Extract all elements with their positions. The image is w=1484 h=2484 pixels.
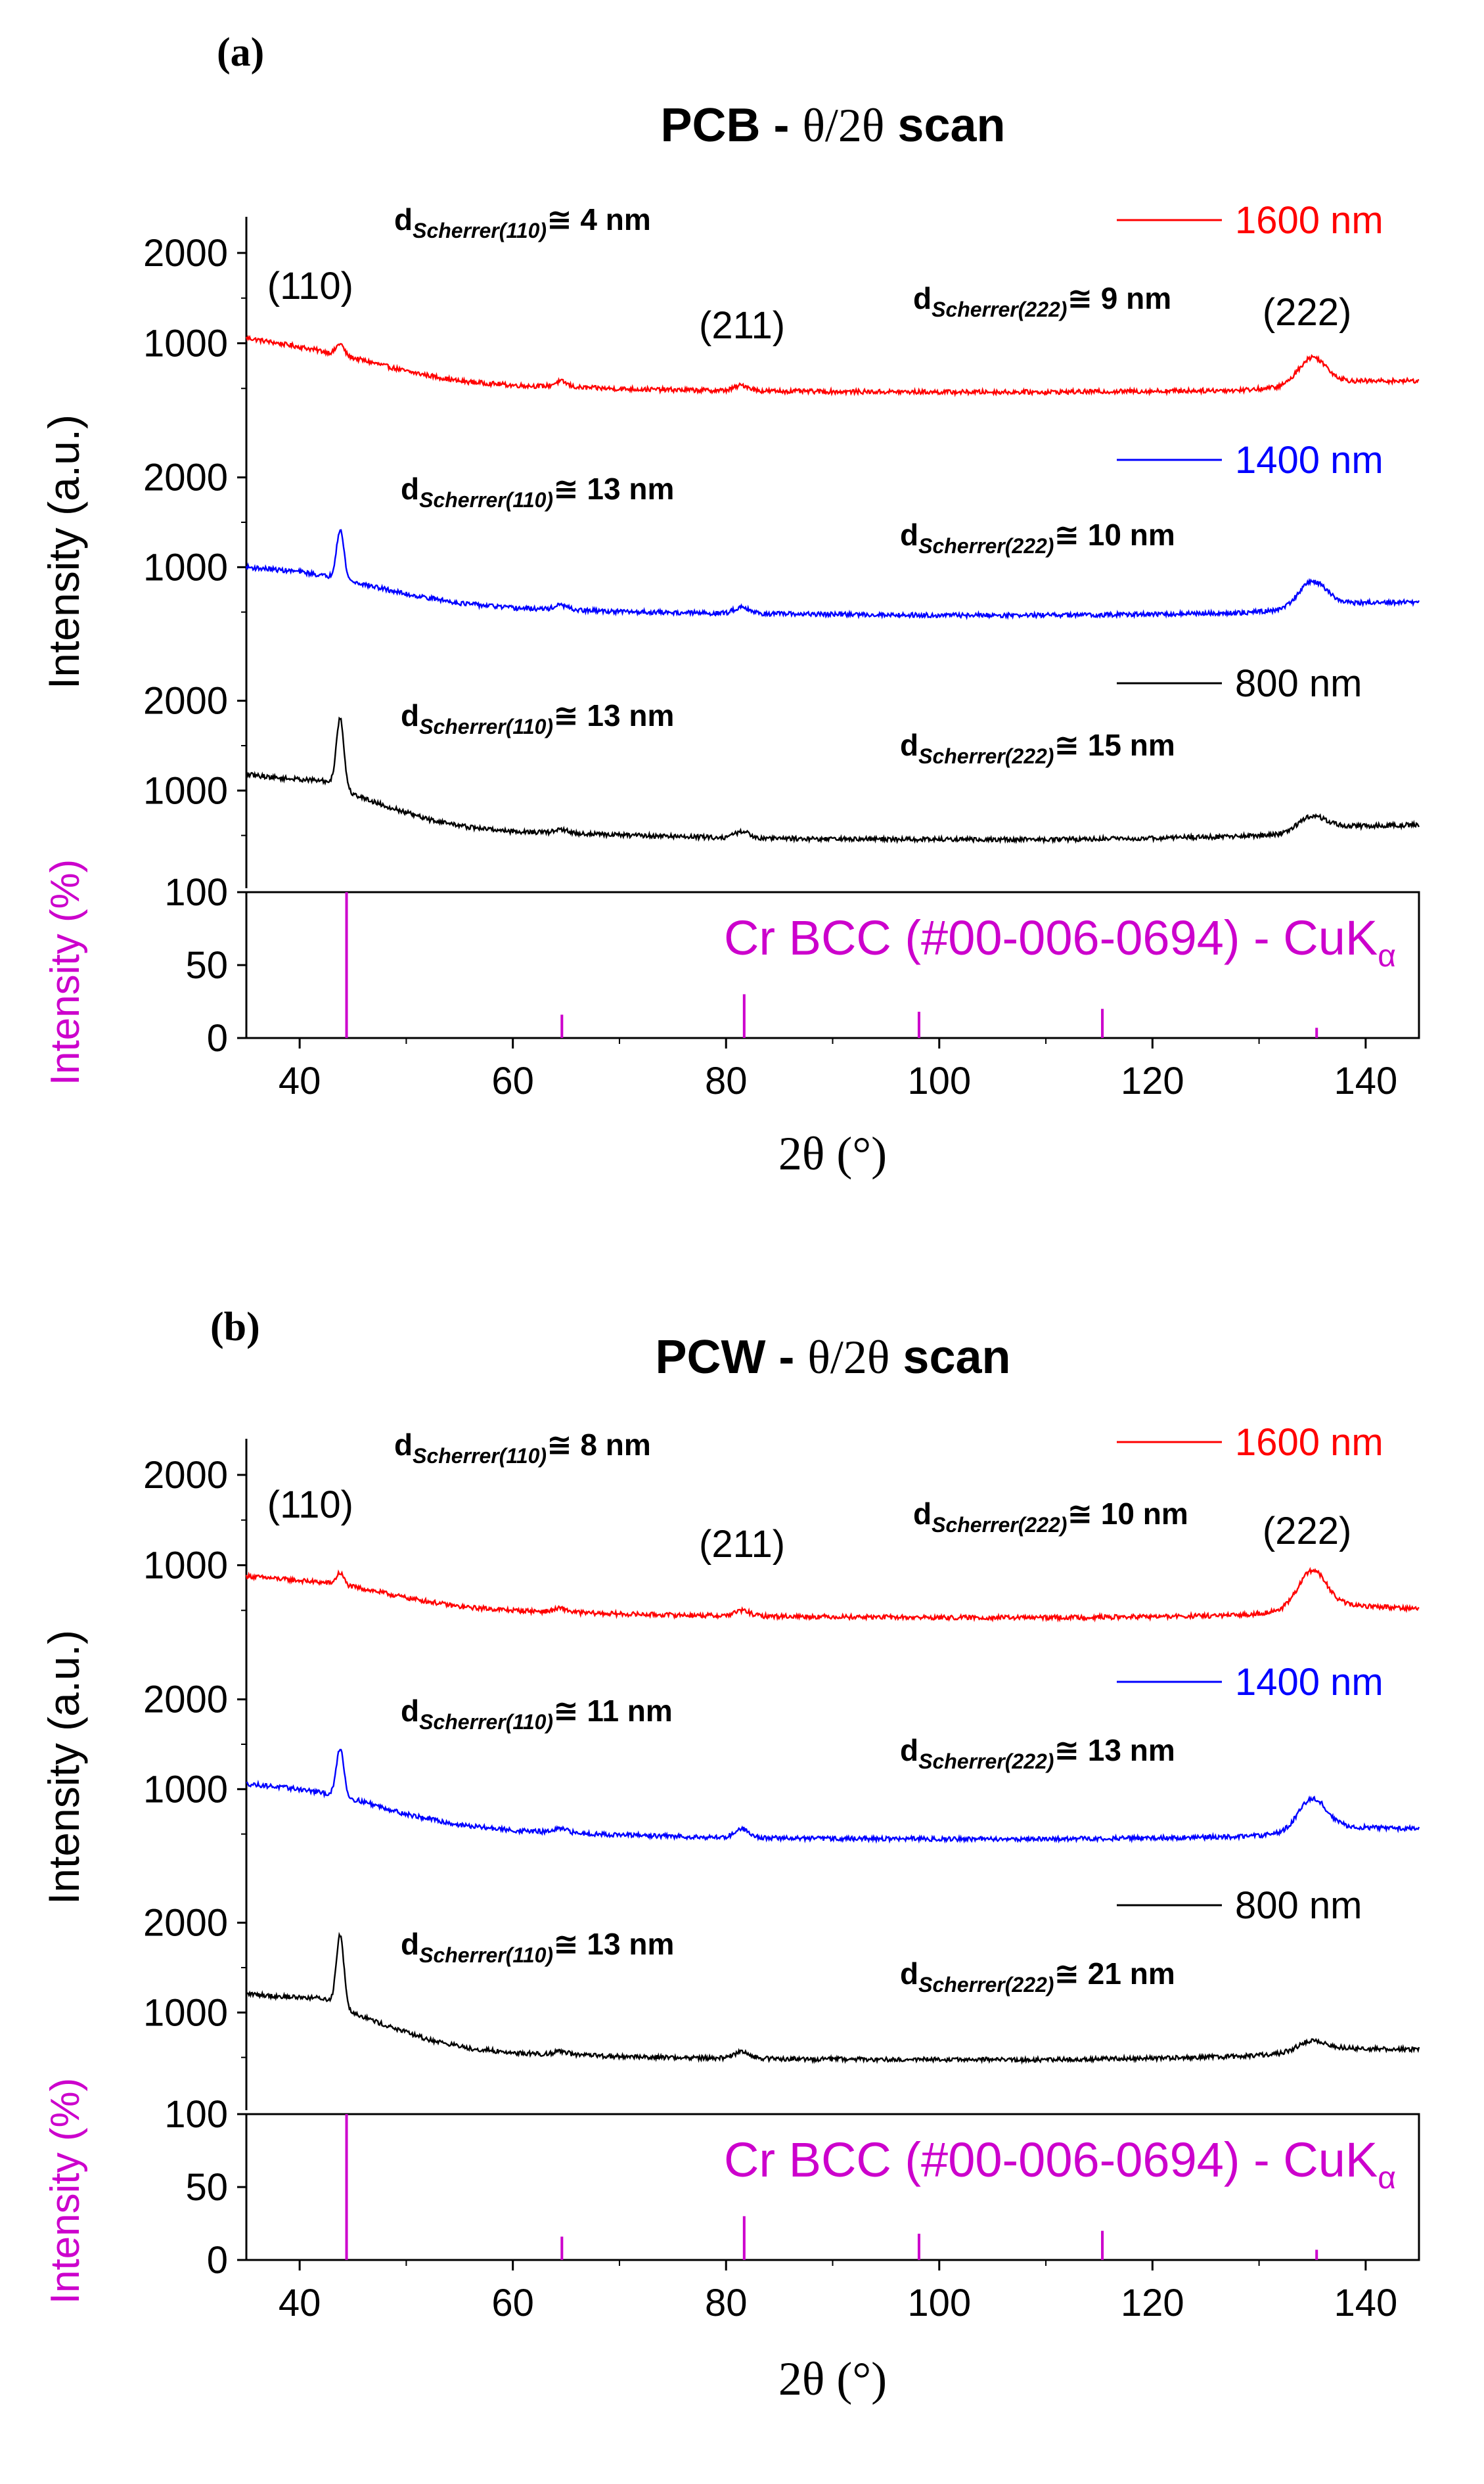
panel-label: (b) <box>210 1305 260 1349</box>
x-axis-label: 2θ (°) <box>778 1127 887 1180</box>
legend-label: 1400 nm <box>1235 439 1383 482</box>
legend-label: 800 nm <box>1235 662 1362 705</box>
scherrer-annotation: dScherrer(222)≅ 13 nm <box>900 1733 1175 1773</box>
chart-title: PCB - θ/2θ scan <box>660 99 1005 152</box>
series-panel-1400-nm: 2000 1000 1400 nm dScherrer(110)≅ 11 nm dSch… <box>143 1661 1420 1887</box>
scherrer-annotation: dScherrer(110)≅ 4 nm <box>394 202 651 242</box>
y-tick-label: 2000 <box>143 457 228 499</box>
legend-label: 1400 nm <box>1235 1661 1383 1704</box>
panel-label: (a) <box>217 30 264 75</box>
peak-label: (222) <box>1263 291 1351 334</box>
scherrer-annotation: dScherrer(222)≅ 21 nm <box>900 1956 1175 1997</box>
x-tick-label: 100 <box>907 2282 971 2324</box>
y-axis-label-main: Intensity (a.u.) <box>39 415 88 689</box>
ref-y-tick-label: 0 <box>207 2239 228 2282</box>
y-axis-label-reference: Intensity (%) <box>43 859 88 1086</box>
chart-title: PCW - θ/2θ scan <box>655 1331 1010 1384</box>
legend-label: 1600 nm <box>1235 1421 1383 1464</box>
peak-label: (110) <box>267 1483 353 1526</box>
scherrer-annotation: dScherrer(222)≅ 10 nm <box>900 518 1175 558</box>
x-tick-label: 80 <box>705 2282 748 2324</box>
y-axis-label-main: Intensity (a.u.) <box>39 1630 88 1905</box>
x-tick-label: 60 <box>491 1060 534 1102</box>
series-line <box>245 529 1420 620</box>
series-line <box>245 1567 1420 1623</box>
scherrer-annotation: dScherrer(110)≅ 11 nm <box>401 1694 673 1734</box>
ref-y-tick-label: 100 <box>164 871 228 914</box>
y-tick-label: 2000 <box>143 1454 228 1497</box>
y-axis-label-reference: Intensity (%) <box>43 2078 88 2305</box>
x-tick-label: 60 <box>491 2282 534 2324</box>
series-panel-800-nm: 2000 1000 800 nm dScherrer(110)≅ 13 nm dSche… <box>143 662 1420 888</box>
x-tick-label: 80 <box>705 1060 748 1102</box>
peak-label: (211) <box>699 304 785 347</box>
reference-label: Cr BCC (#00-006-0694) - CuKα <box>724 911 1396 974</box>
peak-label: (211) <box>699 1523 785 1566</box>
reference-panel: 100 50 0 Cr BCC (#00-006-0694) - CuKα 40 60 80… <box>164 2093 1420 2324</box>
x-tick-label: 100 <box>907 1060 971 1102</box>
scherrer-annotation: dScherrer(110)≅ 13 nm <box>401 1927 674 1967</box>
ref-y-tick-label: 50 <box>185 2166 228 2209</box>
peak-label: (222) <box>1263 1510 1351 1552</box>
reference-panel: 100 50 0 Cr BCC (#00-006-0694) - CuKα 40 60 80… <box>164 871 1420 1102</box>
series-panel-800-nm: 2000 1000 800 nm dScherrer(110)≅ 13 nm dSche… <box>143 1884 1420 2110</box>
peak-label: (110) <box>267 265 353 307</box>
x-axis-label: 2θ (°) <box>778 2353 887 2405</box>
x-tick-label: 40 <box>279 2282 321 2324</box>
series-line <box>246 716 1420 845</box>
legend-label: 800 nm <box>1235 1884 1362 1927</box>
x-tick-label: 140 <box>1334 2282 1397 2324</box>
y-tick-label: 2000 <box>143 1902 228 1945</box>
x-tick-label: 120 <box>1121 2282 1184 2324</box>
y-tick-label: 1000 <box>143 1545 228 1587</box>
y-tick-label: 1000 <box>143 546 228 589</box>
reference-label: Cr BCC (#00-006-0694) - CuKα <box>724 2133 1396 2196</box>
scherrer-annotation: dScherrer(110)≅ 13 nm <box>401 472 674 512</box>
y-tick-label: 1000 <box>143 1768 228 1811</box>
series-line <box>246 1931 1420 2066</box>
legend-label: 1600 nm <box>1235 199 1383 242</box>
scherrer-annotation: dScherrer(222)≅ 15 nm <box>900 728 1175 768</box>
series-line <box>245 334 1420 397</box>
scherrer-annotation: dScherrer(222)≅ 9 nm <box>913 281 1171 321</box>
x-tick-label: 120 <box>1121 1060 1184 1102</box>
x-tick-label: 40 <box>279 1060 321 1102</box>
ref-y-tick-label: 50 <box>185 944 228 987</box>
y-tick-label: 2000 <box>143 232 228 275</box>
series-panel-1600-nm: 2000 1000 1600 nm dScherrer(110)≅ 4 nm dSche… <box>143 199 1420 441</box>
scherrer-annotation: dScherrer(222)≅ 10 nm <box>913 1497 1188 1537</box>
scherrer-annotation: dScherrer(110)≅ 13 nm <box>401 698 674 738</box>
ref-y-tick-label: 0 <box>207 1017 228 1060</box>
y-tick-label: 1000 <box>143 769 228 812</box>
y-tick-label: 1000 <box>143 323 228 365</box>
y-tick-label: 2000 <box>143 680 228 723</box>
x-tick-label: 140 <box>1334 1060 1397 1102</box>
series-line <box>246 1748 1420 1844</box>
scherrer-annotation: dScherrer(110)≅ 8 nm <box>394 1428 651 1468</box>
ref-y-tick-label: 100 <box>164 2093 228 2136</box>
y-tick-label: 2000 <box>143 1679 228 1721</box>
series-panel-1400-nm: 2000 1000 1400 nm dScherrer(110)≅ 13 nm dSch… <box>143 439 1420 665</box>
series-panel-1600-nm: 2000 1000 1600 nm dScherrer(110)≅ 8 nm dSche… <box>143 1421 1420 1663</box>
y-tick-label: 1000 <box>143 1991 228 2034</box>
